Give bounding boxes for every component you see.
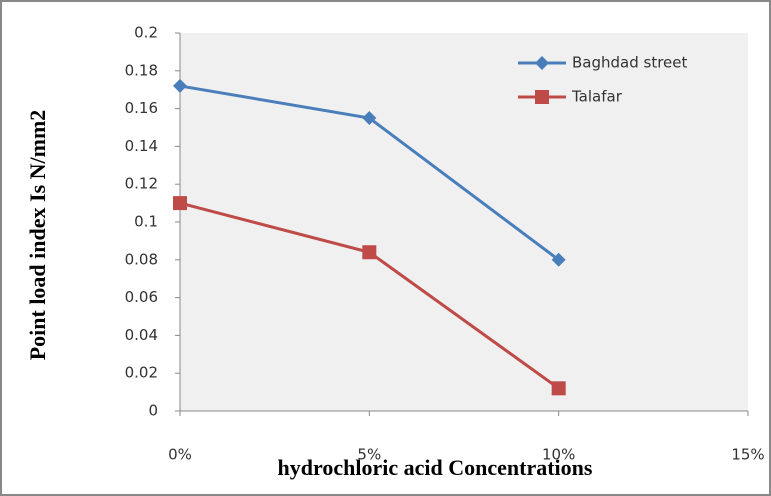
marker [362, 111, 377, 126]
legend-marker [535, 90, 549, 104]
y-tick-label: 0 [148, 402, 158, 420]
legend-label: Baghdad street [572, 54, 688, 72]
x-tick-label: 10% [542, 446, 575, 464]
y-tick-label: 0.08 [125, 250, 158, 268]
y-tick-label: 0.12 [125, 175, 158, 193]
x-tick-label: 15% [731, 446, 764, 464]
y-tick-label: 0.16 [125, 99, 158, 117]
marker [551, 381, 566, 396]
y-tick-label: 0.18 [125, 61, 158, 79]
y-tick-label: 0.1 [134, 213, 158, 231]
marker [551, 252, 566, 267]
y-tick-label: 0.2 [134, 24, 158, 42]
x-axis-title: hydrochloric acid Concentrations [278, 455, 593, 480]
y-axis-title: Point load index Is N/mm2 [25, 110, 50, 361]
plot-area [180, 33, 748, 411]
legend-label: Talafar [571, 88, 623, 106]
y-tick-label: 0.06 [125, 288, 158, 306]
marker [173, 78, 187, 93]
marker [173, 196, 187, 211]
y-tick-label: 0.02 [125, 364, 158, 382]
y-tick-label: 0.04 [125, 326, 158, 344]
legend-marker [535, 56, 549, 70]
marker [362, 245, 377, 260]
y-tick-label: 0.14 [125, 137, 158, 155]
x-tick-label: 0% [168, 446, 192, 464]
x-tick-label: 5% [357, 446, 381, 464]
